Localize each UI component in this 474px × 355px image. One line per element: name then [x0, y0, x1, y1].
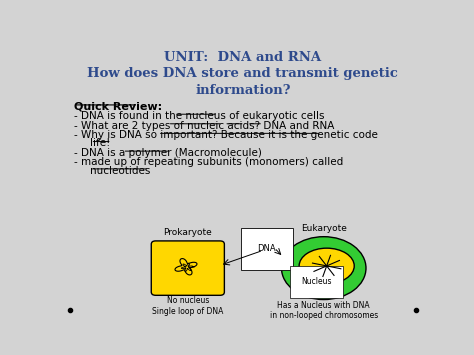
Text: - made up of repeating subunits (monomers) called: - made up of repeating subunits (monomer… — [74, 157, 343, 168]
Text: Prokaryote: Prokaryote — [164, 228, 212, 237]
Text: Quick Review:: Quick Review: — [74, 102, 162, 111]
Text: No nucleus
Single loop of DNA: No nucleus Single loop of DNA — [152, 296, 224, 316]
Text: - DNA is found in the nucleus of eukaryotic cells: - DNA is found in the nucleus of eukaryo… — [74, 111, 324, 121]
Text: Has a Nucleus with DNA
in non-looped chromosomes: Has a Nucleus with DNA in non-looped chr… — [270, 301, 378, 320]
Text: - Why is DNA so important? Because it is the genetic code: - Why is DNA so important? Because it is… — [74, 130, 378, 140]
Text: nucleotides: nucleotides — [91, 165, 151, 176]
Text: information?: information? — [195, 84, 291, 97]
Text: Eukaryote: Eukaryote — [301, 224, 346, 233]
Text: UNIT:  DNA and RNA: UNIT: DNA and RNA — [164, 51, 321, 64]
Ellipse shape — [299, 248, 354, 284]
Text: life!: life! — [91, 138, 111, 148]
FancyBboxPatch shape — [151, 241, 224, 295]
Circle shape — [282, 237, 366, 300]
Text: - DNA is a polymer (Macromolecule): - DNA is a polymer (Macromolecule) — [74, 148, 262, 158]
Text: DNA: DNA — [257, 245, 276, 253]
Text: How does DNA store and transmit genetic: How does DNA store and transmit genetic — [88, 67, 398, 80]
Text: Nucleus: Nucleus — [301, 277, 332, 286]
Text: - What are 2 types of nucleic acids? DNA and RNA: - What are 2 types of nucleic acids? DNA… — [74, 120, 334, 131]
